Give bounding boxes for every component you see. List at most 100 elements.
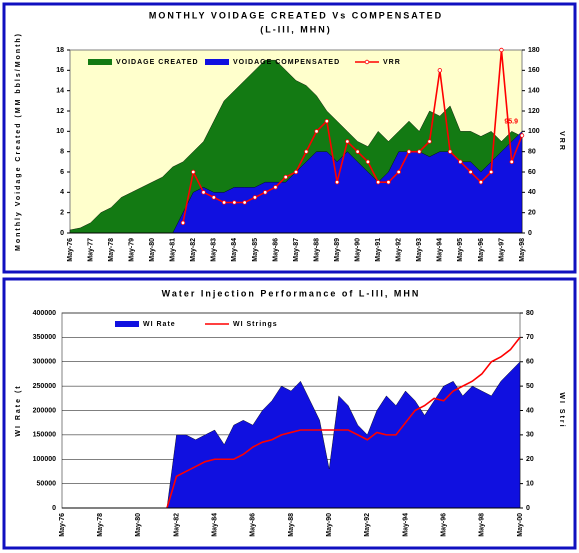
marker bbox=[324, 118, 330, 124]
x-tick-label: May-88 bbox=[313, 238, 320, 262]
y-tick-label: 10 bbox=[56, 128, 64, 135]
y-tick-label: 2 bbox=[60, 210, 64, 217]
x-tick-label: May-87 bbox=[293, 238, 300, 262]
x-tick-label: May-91 bbox=[375, 238, 382, 262]
marker bbox=[262, 190, 268, 195]
y2-tick-label: 0 bbox=[528, 230, 532, 237]
y-tick-label: 350000 bbox=[33, 334, 56, 341]
marker bbox=[458, 159, 463, 165]
y-tick-label: 14 bbox=[56, 88, 64, 95]
y-tick-label: 250000 bbox=[33, 383, 56, 390]
y-tick-label: 200000 bbox=[33, 407, 56, 414]
chart-title: Water Injection Performance of L-III, MH… bbox=[162, 288, 421, 298]
marker bbox=[180, 220, 186, 226]
x-tick-label: May-97 bbox=[498, 238, 505, 262]
y2-tick-label: 180 bbox=[528, 47, 540, 54]
x-tick-label: May-90 bbox=[354, 238, 361, 262]
marker bbox=[447, 149, 453, 154]
x-tick-label: May-82 bbox=[190, 238, 197, 262]
line bbox=[166, 336, 521, 509]
marker bbox=[211, 195, 217, 200]
x-tick-label: May-79 bbox=[128, 238, 135, 262]
x-tick-label: May-81 bbox=[170, 238, 177, 262]
y-tick-label: 6 bbox=[60, 169, 64, 176]
y2-tick-label: 70 bbox=[526, 334, 534, 341]
y-tick-label: 0 bbox=[60, 230, 64, 237]
marker bbox=[191, 169, 196, 175]
x-tick-label: May-84 bbox=[231, 238, 238, 262]
x-tick-label: May-95 bbox=[457, 238, 464, 262]
line bbox=[182, 49, 523, 223]
y-tick-label: 18 bbox=[56, 47, 64, 54]
x-tick-label: May-90 bbox=[326, 513, 333, 537]
marker bbox=[509, 159, 514, 165]
y-tick-label: 50000 bbox=[37, 480, 57, 487]
y-axis-title: Monthly Voidage Created (MM bbls/Month) bbox=[15, 32, 22, 251]
y2-tick-label: 120 bbox=[528, 108, 540, 115]
y-tick-label: 8 bbox=[60, 149, 64, 156]
x-tick-label: May-92 bbox=[364, 513, 371, 537]
x-tick-label: May-94 bbox=[402, 513, 409, 537]
annotation: 95.9 bbox=[504, 118, 518, 125]
y-tick-label: 0 bbox=[52, 505, 56, 512]
marker bbox=[417, 149, 422, 154]
x-tick-label: May-77 bbox=[87, 238, 94, 262]
x-tick-label: May-98 bbox=[479, 513, 486, 537]
marker bbox=[355, 149, 360, 154]
x-tick-label: May-92 bbox=[396, 238, 403, 262]
y2-tick-label: 100 bbox=[528, 128, 540, 135]
marker bbox=[242, 200, 247, 205]
marker bbox=[375, 179, 381, 185]
y2-tick-label: 80 bbox=[528, 149, 536, 156]
x-tick-label: May-89 bbox=[334, 238, 341, 262]
y-tick-label: 300000 bbox=[33, 359, 56, 366]
marker bbox=[314, 129, 319, 134]
x-tick-label: May-84 bbox=[212, 513, 219, 537]
marker bbox=[406, 149, 412, 154]
y-tick-label: 16 bbox=[56, 67, 64, 74]
y2-tick-label: 0 bbox=[526, 505, 530, 512]
legend-label: VRR bbox=[383, 59, 401, 66]
x-tick-label: May-86 bbox=[250, 513, 257, 537]
x-tick-label: May-86 bbox=[272, 238, 279, 262]
chart-subtitle: (L-III, MHN) bbox=[260, 24, 332, 34]
x-tick-label: May-76 bbox=[59, 513, 66, 537]
marker bbox=[252, 195, 258, 200]
y2-tick-label: 20 bbox=[528, 210, 536, 217]
marker bbox=[232, 200, 237, 205]
legend-label: VOIDAGE CREATED bbox=[116, 59, 199, 66]
y-tick-label: 4 bbox=[60, 189, 64, 196]
x-tick-label: May-78 bbox=[97, 513, 104, 537]
legend-swatch bbox=[88, 59, 112, 65]
chart-title: MONTHLY VOIDAGE CREATED Vs COMPENSATED bbox=[149, 10, 443, 20]
legend-swatch bbox=[205, 59, 229, 65]
x-tick-label: May-83 bbox=[211, 238, 218, 262]
marker bbox=[334, 179, 340, 185]
x-tick-label: May-82 bbox=[173, 513, 180, 537]
marker bbox=[427, 139, 432, 144]
x-tick-label: May-85 bbox=[252, 238, 259, 262]
x-tick-label: May-93 bbox=[416, 238, 423, 262]
y-tick-label: 12 bbox=[56, 108, 64, 115]
y2-tick-label: 40 bbox=[528, 189, 536, 196]
marker bbox=[396, 169, 401, 175]
y2-axis-title: WI Stri bbox=[558, 392, 565, 428]
marker bbox=[519, 133, 525, 138]
marker bbox=[304, 149, 309, 154]
x-tick-label: May-98 bbox=[519, 238, 526, 262]
x-tick-label: May-80 bbox=[149, 238, 156, 262]
marker bbox=[478, 179, 484, 185]
y-tick-label: 400000 bbox=[33, 310, 56, 317]
marker bbox=[437, 68, 443, 73]
marker bbox=[221, 200, 227, 205]
y2-tick-label: 40 bbox=[526, 407, 534, 414]
marker bbox=[365, 159, 371, 165]
y2-tick-label: 10 bbox=[526, 480, 534, 487]
y2-tick-label: 160 bbox=[528, 67, 540, 74]
marker bbox=[468, 169, 473, 175]
legend-swatch bbox=[115, 321, 139, 327]
y2-tick-label: 60 bbox=[528, 169, 536, 176]
marker bbox=[386, 179, 391, 185]
legend-label: WI Rate bbox=[143, 321, 176, 328]
legend-label: WI Strings bbox=[233, 321, 278, 328]
